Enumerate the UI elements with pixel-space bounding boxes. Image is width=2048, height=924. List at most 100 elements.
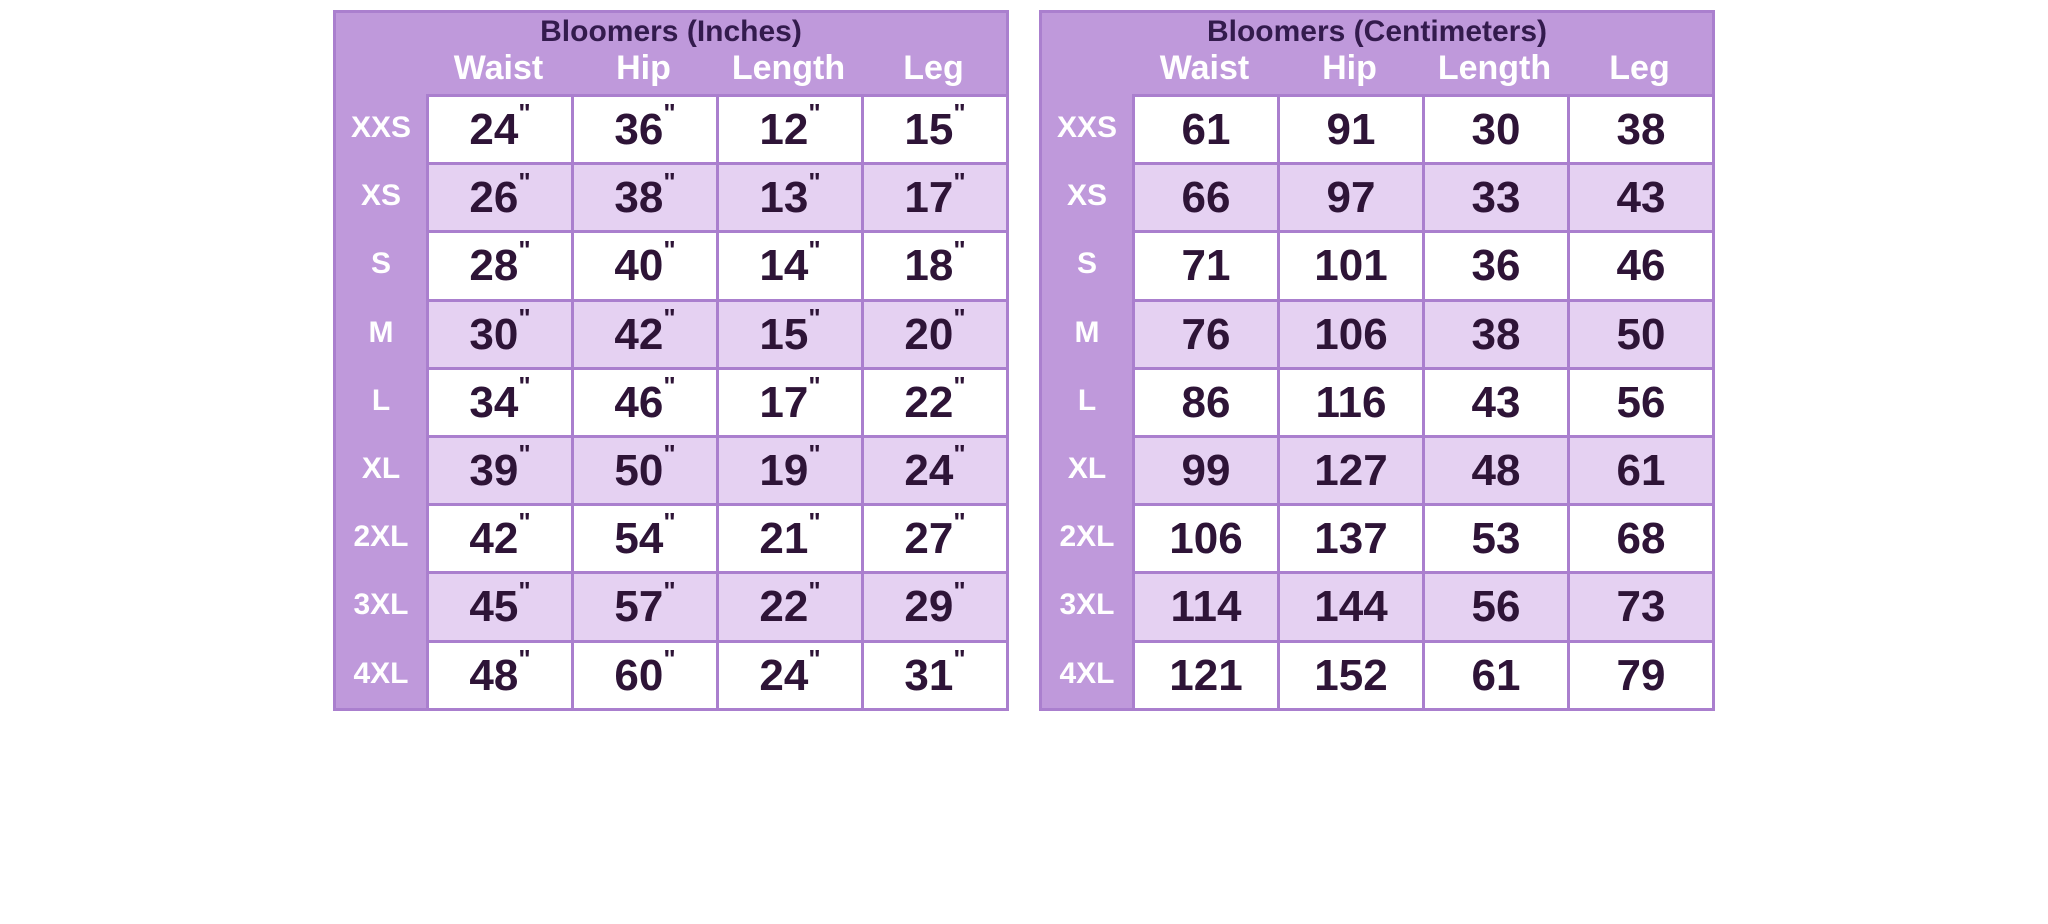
data-cell: 53 bbox=[1422, 503, 1567, 571]
data-cell: 106 bbox=[1132, 503, 1277, 571]
table-row: XL991274861 bbox=[1042, 435, 1712, 503]
inch-mark-icon: " bbox=[518, 98, 530, 128]
inch-mark-icon: " bbox=[663, 371, 675, 401]
inch-mark-icon: " bbox=[663, 235, 675, 265]
data-cell: 24" bbox=[426, 94, 571, 162]
table-row: XXS61913038 bbox=[1042, 94, 1712, 162]
inch-mark-icon: " bbox=[953, 167, 965, 197]
column-header: Leg bbox=[861, 49, 1006, 94]
inch-mark-icon: " bbox=[663, 167, 675, 197]
size-label: XS bbox=[1042, 162, 1132, 230]
cell-value: 36 bbox=[614, 105, 663, 154]
inch-mark-icon: " bbox=[953, 303, 965, 333]
table-row: 2XL1061375368 bbox=[1042, 503, 1712, 571]
size-table-centimeters: Bloomers (Centimeters) Waist Hip Length … bbox=[1039, 10, 1715, 711]
cell-value: 29 bbox=[904, 582, 953, 631]
table-row: M761063850 bbox=[1042, 299, 1712, 367]
data-cell: 29" bbox=[861, 571, 1006, 639]
data-cell: 12" bbox=[716, 94, 861, 162]
size-label: S bbox=[1042, 230, 1132, 298]
data-cell: 152 bbox=[1277, 640, 1422, 708]
data-cell: 15" bbox=[716, 299, 861, 367]
data-cell: 79 bbox=[1567, 640, 1712, 708]
size-label: 3XL bbox=[336, 571, 426, 639]
column-header: Length bbox=[716, 49, 861, 94]
inch-mark-icon: " bbox=[518, 235, 530, 265]
data-cell: 36 bbox=[1422, 230, 1567, 298]
column-header: Leg bbox=[1567, 49, 1712, 94]
data-cell: 27" bbox=[861, 503, 1006, 571]
size-label: M bbox=[1042, 299, 1132, 367]
data-cell: 17" bbox=[861, 162, 1006, 230]
size-label: XL bbox=[336, 435, 426, 503]
table-row: S711013646 bbox=[1042, 230, 1712, 298]
data-cell: 48 bbox=[1422, 435, 1567, 503]
inch-mark-icon: " bbox=[953, 576, 965, 606]
data-cell: 14" bbox=[716, 230, 861, 298]
size-label: 4XL bbox=[1042, 640, 1132, 708]
data-cell: 13" bbox=[716, 162, 861, 230]
data-cell: 40" bbox=[571, 230, 716, 298]
inch-mark-icon: " bbox=[808, 371, 820, 401]
cell-value: 31 bbox=[904, 651, 953, 700]
size-label: 4XL bbox=[336, 640, 426, 708]
data-cell: 101 bbox=[1277, 230, 1422, 298]
inch-mark-icon: " bbox=[808, 235, 820, 265]
inch-mark-icon: " bbox=[518, 507, 530, 537]
size-table-inches: Bloomers (Inches) Waist Hip Length Leg X… bbox=[333, 10, 1009, 711]
size-label: 2XL bbox=[1042, 503, 1132, 571]
data-cell: 61 bbox=[1567, 435, 1712, 503]
data-cell: 15" bbox=[861, 94, 1006, 162]
data-cell: 31" bbox=[861, 640, 1006, 708]
data-cell: 66 bbox=[1132, 162, 1277, 230]
cell-value: 12 bbox=[759, 105, 808, 154]
table-row: 4XL48"60"24"31" bbox=[336, 640, 1006, 708]
data-cell: 50" bbox=[571, 435, 716, 503]
inch-mark-icon: " bbox=[808, 167, 820, 197]
inch-mark-icon: " bbox=[518, 371, 530, 401]
data-cell: 33 bbox=[1422, 162, 1567, 230]
inch-mark-icon: " bbox=[808, 98, 820, 128]
cell-value: 39 bbox=[469, 446, 518, 495]
cell-value: 60 bbox=[614, 651, 663, 700]
cell-value: 42 bbox=[614, 310, 663, 359]
data-cell: 26" bbox=[426, 162, 571, 230]
data-cell: 45" bbox=[426, 571, 571, 639]
cell-value: 38 bbox=[614, 173, 663, 222]
data-cell: 43 bbox=[1422, 367, 1567, 435]
inch-mark-icon: " bbox=[663, 644, 675, 674]
inch-mark-icon: " bbox=[518, 303, 530, 333]
size-label: L bbox=[336, 367, 426, 435]
table-row: XS66973343 bbox=[1042, 162, 1712, 230]
inch-mark-icon: " bbox=[663, 98, 675, 128]
cell-value: 34 bbox=[469, 378, 518, 427]
cell-value: 15 bbox=[759, 310, 808, 359]
data-cell: 97 bbox=[1277, 162, 1422, 230]
data-cell: 30 bbox=[1422, 94, 1567, 162]
table-row: XL39"50"19"24" bbox=[336, 435, 1006, 503]
cell-value: 48 bbox=[469, 651, 518, 700]
data-cell: 22" bbox=[716, 571, 861, 639]
cell-value: 24 bbox=[904, 446, 953, 495]
cell-value: 42 bbox=[469, 514, 518, 563]
data-cell: 48" bbox=[426, 640, 571, 708]
data-cell: 22" bbox=[861, 367, 1006, 435]
data-cell: 60" bbox=[571, 640, 716, 708]
table-title: Bloomers (Inches) bbox=[336, 13, 1006, 49]
size-label: M bbox=[336, 299, 426, 367]
header-row: Waist Hip Length Leg bbox=[1042, 49, 1712, 94]
data-cell: 46 bbox=[1567, 230, 1712, 298]
data-cell: 19" bbox=[716, 435, 861, 503]
title-row: Bloomers (Centimeters) bbox=[1042, 13, 1712, 49]
column-header: Waist bbox=[1132, 49, 1277, 94]
cell-value: 24 bbox=[469, 105, 518, 154]
data-cell: 61 bbox=[1132, 94, 1277, 162]
cell-value: 15 bbox=[904, 105, 953, 154]
table-row: 3XL45"57"22"29" bbox=[336, 571, 1006, 639]
data-cell: 43 bbox=[1567, 162, 1712, 230]
inch-mark-icon: " bbox=[953, 644, 965, 674]
data-cell: 68 bbox=[1567, 503, 1712, 571]
cell-value: 17 bbox=[759, 378, 808, 427]
cell-value: 27 bbox=[904, 514, 953, 563]
size-label: XXS bbox=[1042, 94, 1132, 162]
